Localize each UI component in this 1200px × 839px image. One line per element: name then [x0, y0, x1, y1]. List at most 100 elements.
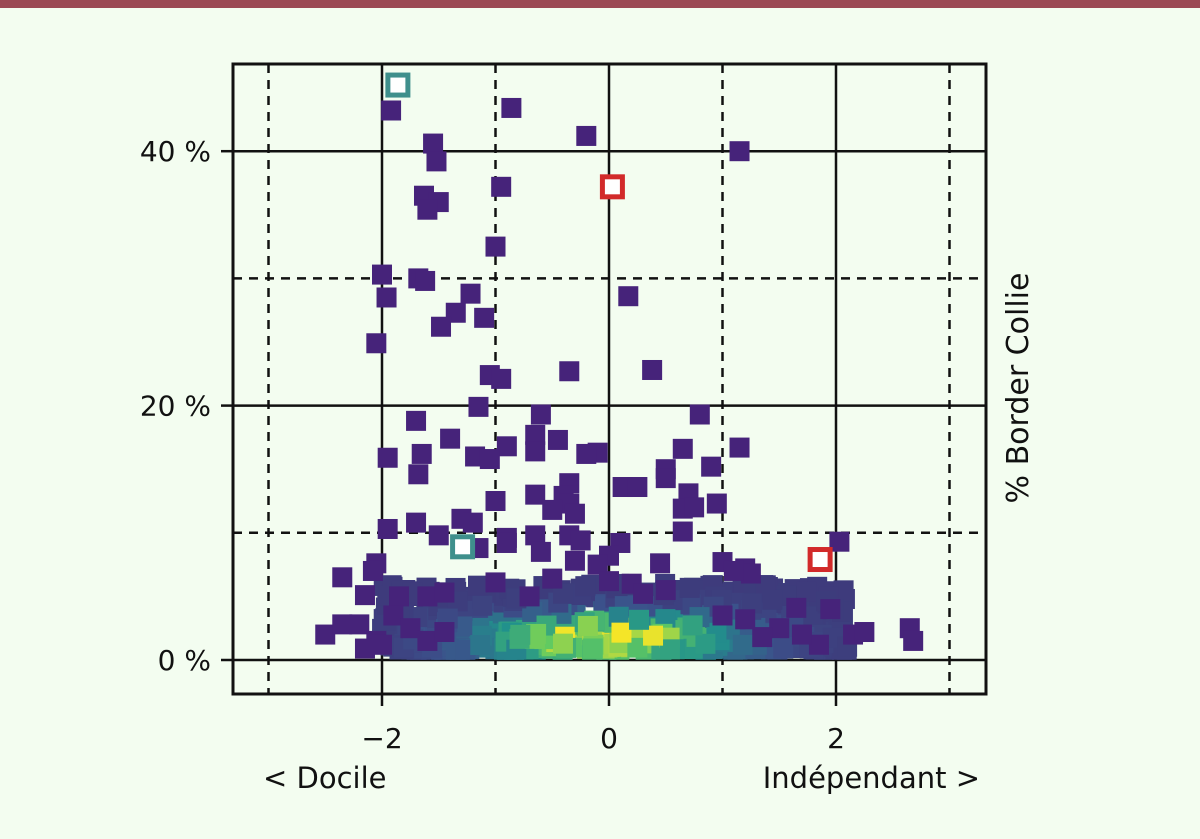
- chart-figure: −2 0 2 0 % 20 % 40 % < Docile Indépendant > %…: [0, 8, 1200, 835]
- data-point: [689, 404, 710, 425]
- data-point: [400, 618, 421, 639]
- data-point: [415, 270, 436, 291]
- data-point: [362, 560, 383, 581]
- data-point: [701, 456, 722, 477]
- data-point: [547, 429, 568, 450]
- data-point: [354, 638, 375, 659]
- data-point: [389, 586, 410, 607]
- data-point: [354, 585, 375, 606]
- x-label-right: Indépendant >: [763, 761, 980, 795]
- data-point: [485, 572, 506, 593]
- data-point: [769, 618, 790, 639]
- data-point: [460, 283, 481, 304]
- data-point: [564, 503, 585, 524]
- density-cell: [682, 615, 703, 636]
- x-label-left: < Docile: [263, 761, 387, 795]
- data-point: [519, 586, 540, 607]
- data-point: [576, 443, 597, 464]
- density-cell: [553, 583, 574, 604]
- highlighted-point-teal: [385, 72, 411, 98]
- density-cell: [608, 606, 629, 627]
- data-point: [491, 176, 512, 197]
- data-point: [576, 125, 597, 146]
- data-point: [376, 287, 397, 308]
- density-cell: [627, 637, 648, 658]
- data-point: [729, 437, 750, 458]
- data-point: [618, 286, 639, 307]
- data-point: [740, 563, 761, 584]
- y-tick-label: 40 %: [140, 135, 211, 168]
- density-cell: [629, 609, 650, 630]
- data-point: [406, 410, 427, 431]
- data-point: [570, 530, 591, 551]
- density-cell: [582, 638, 603, 659]
- data-point: [440, 428, 461, 449]
- density-cell: [468, 575, 489, 596]
- data-point: [423, 133, 444, 154]
- data-point: [491, 368, 512, 389]
- density-cell: [741, 593, 762, 614]
- data-point: [672, 521, 693, 542]
- data-point: [712, 605, 733, 626]
- density-cell: [577, 615, 598, 636]
- data-point: [406, 512, 427, 533]
- data-point: [349, 614, 370, 635]
- data-point: [633, 583, 654, 604]
- density-cell: [470, 635, 491, 656]
- data-point: [587, 554, 608, 575]
- data-point: [808, 634, 829, 655]
- data-point: [315, 624, 336, 645]
- data-point: [903, 630, 924, 651]
- density-cell: [732, 634, 753, 655]
- data-point: [752, 627, 773, 648]
- data-point: [525, 441, 546, 462]
- data-point: [525, 525, 546, 546]
- data-point: [672, 438, 693, 459]
- axis-ticks: −2 0 20 %20 %40 %: [140, 135, 845, 755]
- data-point: [564, 550, 585, 571]
- data-point: [542, 499, 563, 520]
- y-tick-label: 0 %: [158, 644, 211, 677]
- data-point: [381, 100, 402, 121]
- data-point: [411, 443, 432, 464]
- data-point: [501, 97, 522, 118]
- density-cell: [833, 580, 854, 601]
- data-point: [684, 497, 705, 518]
- data-point: [642, 359, 663, 380]
- highlighted-point-teal: [450, 534, 476, 560]
- data-point: [408, 464, 429, 485]
- data-point: [479, 449, 500, 470]
- data-point: [417, 199, 438, 220]
- data-point: [496, 436, 517, 457]
- data-point: [791, 624, 812, 645]
- data-point: [366, 333, 387, 354]
- data-point: [627, 477, 648, 498]
- density-cell: [679, 577, 700, 598]
- data-point: [417, 630, 438, 651]
- density-cell: [552, 633, 573, 654]
- y-axis-label: % Border Collie: [1001, 273, 1036, 504]
- data-point: [723, 560, 744, 581]
- data-point: [530, 404, 551, 425]
- data-point: [434, 582, 455, 603]
- data-point: [496, 532, 517, 553]
- top-accent-bar: [0, 0, 1200, 8]
- data-point: [729, 141, 750, 162]
- data-point: [485, 236, 506, 257]
- density-cell: [695, 633, 716, 654]
- highlighted-points: [385, 72, 833, 573]
- data-point: [599, 571, 619, 592]
- data-point: [468, 396, 489, 417]
- data-point: [854, 622, 875, 643]
- density-cell: [472, 595, 493, 616]
- x-tick-label: −2: [361, 722, 402, 755]
- data-point: [706, 493, 727, 514]
- data-point: [462, 512, 483, 533]
- data-point: [434, 622, 455, 643]
- data-point: [525, 484, 546, 505]
- data-point: [655, 468, 676, 489]
- data-point: [485, 491, 506, 511]
- y-tick-label: 20 %: [140, 390, 211, 423]
- density-cell: [643, 625, 664, 646]
- data-point: [426, 151, 447, 172]
